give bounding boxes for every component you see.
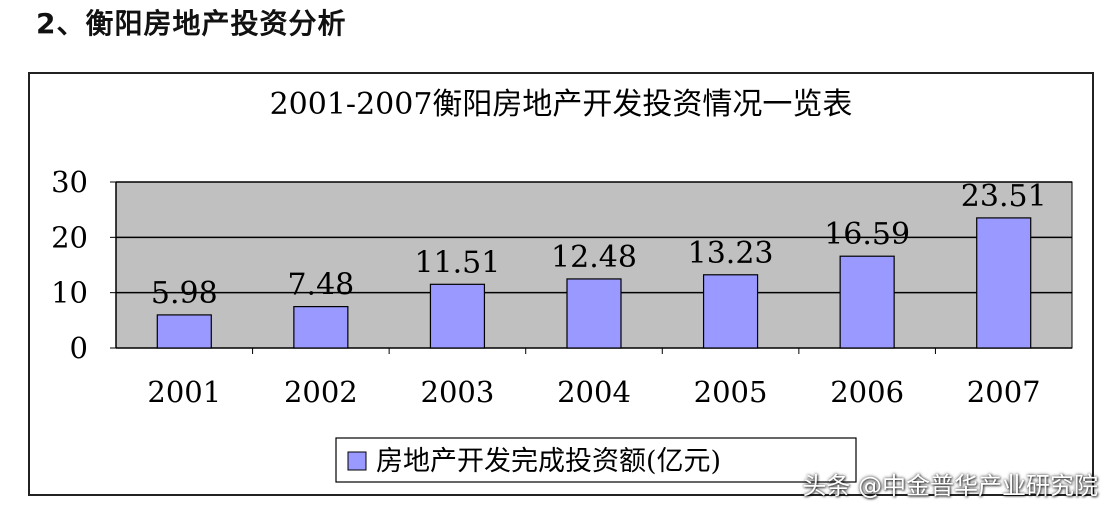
bar-chart: 2001-2007衡阳房地产开发投资情况一览表 0 10 20 30 5.98 2001 7.… [51, 87, 1073, 483]
y-tick-label: 30 [51, 165, 88, 199]
bar [839, 255, 895, 349]
data-label: 5.98 [151, 276, 218, 311]
watermark: 头条 @中金普华产业研究院 [802, 472, 1098, 500]
data-label: 23.51 [961, 179, 1047, 214]
data-label: 7.48 [287, 268, 354, 303]
x-tick-label: 2005 [694, 375, 768, 409]
bar [702, 274, 759, 349]
x-tick-label: 2004 [557, 375, 631, 409]
x-tick-label: 2002 [284, 375, 358, 409]
y-tick-label: 0 [70, 331, 88, 365]
bar [566, 278, 622, 349]
x-tick-label: 2007 [967, 375, 1041, 409]
x-tick-label: 2006 [830, 375, 904, 409]
legend-swatch [347, 451, 367, 471]
chart-frame: 2001-2007衡阳房地产开发投资情况一览表 0 10 20 30 5.98 2001 7.… [28, 72, 1094, 496]
chart-title: 2001-2007衡阳房地产开发投资情况一览表 [270, 87, 853, 122]
bar [976, 217, 1032, 349]
bar [429, 283, 486, 349]
data-label: 13.23 [688, 236, 774, 271]
data-label: 12.48 [551, 240, 637, 275]
x-tick-label: 2003 [421, 375, 495, 409]
data-label: 11.51 [414, 245, 500, 280]
bar [293, 306, 349, 349]
data-label: 16.59 [824, 217, 910, 252]
y-tick-label: 10 [51, 276, 88, 310]
y-tick-label: 20 [51, 220, 88, 254]
bar [156, 314, 212, 349]
legend-box [335, 437, 857, 483]
legend-label: 房地产开发完成投资额(亿元) [376, 446, 721, 477]
x-tick-label: 2001 [147, 375, 221, 409]
section-heading: 2、衡阳房地产投资分析 [36, 7, 347, 40]
